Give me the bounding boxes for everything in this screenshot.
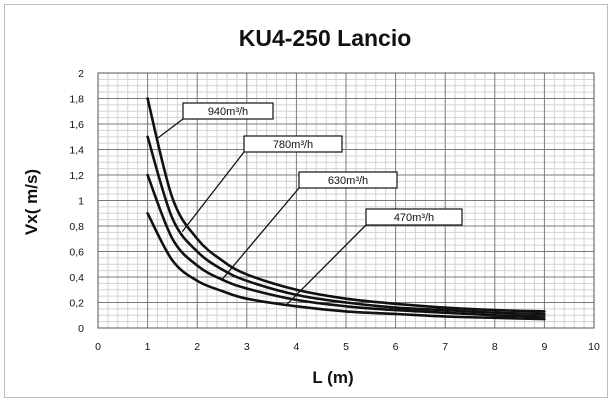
callout-leader	[222, 188, 299, 280]
x-tick-label: 8	[492, 341, 498, 353]
x-tick-label: 2	[194, 341, 200, 353]
chart-title: KU4-250 Lancio	[239, 25, 412, 51]
x-axis-title: L (m)	[312, 368, 353, 387]
y-tick-label: 0,8	[69, 221, 84, 233]
callout-leader	[158, 119, 183, 138]
y-tick-label: 1,4	[69, 145, 84, 157]
callout-label: 780m³/h	[273, 139, 313, 151]
y-tick-label: 0,6	[69, 247, 84, 259]
callout-label: 630m³/h	[328, 175, 368, 187]
callouts: 940m³/h 780m³/h 630m³/h 470m³/h	[158, 103, 462, 305]
y-tick-label: 0,2	[69, 298, 84, 310]
y-tick-label: 0	[78, 323, 84, 335]
callout-label: 470m³/h	[394, 212, 434, 224]
x-tick-label: 0	[95, 341, 101, 353]
x-tick-label: 4	[293, 341, 299, 353]
x-tick-label: 1	[145, 341, 151, 353]
y-tick-label: 1,2	[69, 170, 84, 182]
x-tick-label: 10	[588, 341, 600, 353]
x-tick-label: 7	[442, 341, 448, 353]
x-tick-label: 9	[541, 341, 547, 353]
y-tick-label: 1,8	[69, 94, 84, 106]
x-tick-label: 5	[343, 341, 349, 353]
x-tick-label: 6	[393, 341, 399, 353]
y-axis-title: Vx( m/s)	[22, 169, 41, 235]
callout-label: 940m³/h	[208, 106, 248, 118]
y-tick-label: 0,4	[69, 272, 84, 284]
y-tick-label: 1,6	[69, 119, 84, 131]
x-tick-label: 3	[244, 341, 250, 353]
y-tick-label: 2	[78, 68, 84, 80]
y-tick-label: 1	[78, 196, 84, 208]
